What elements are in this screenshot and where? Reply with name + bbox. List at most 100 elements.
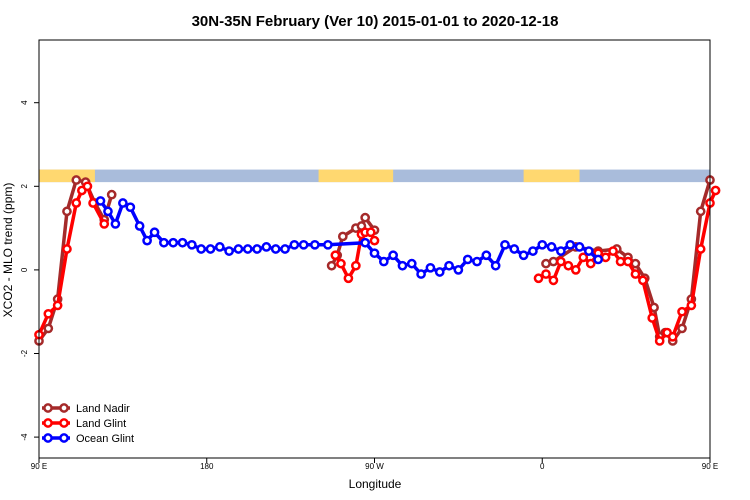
y-axis-label: XCO2 - MLO trend (ppm) xyxy=(1,183,15,318)
legend-swatch-marker xyxy=(43,433,53,443)
data-point xyxy=(233,244,244,254)
data-point xyxy=(110,219,121,229)
y-tick-label: 2 xyxy=(20,184,29,189)
data-point xyxy=(270,244,281,254)
data-point xyxy=(224,246,234,256)
legend-swatch-marker xyxy=(43,418,53,428)
data-point xyxy=(608,246,618,256)
data-point xyxy=(71,175,82,185)
data-point xyxy=(118,198,128,208)
legend-swatch-marker xyxy=(59,403,69,413)
legend-label: Ocean Glint xyxy=(76,433,134,445)
data-point xyxy=(298,239,309,250)
data-point xyxy=(541,269,551,279)
data-point xyxy=(600,252,611,263)
legend-swatch-marker xyxy=(43,403,53,413)
data-point xyxy=(62,244,72,254)
data-point xyxy=(323,239,333,250)
data-point xyxy=(134,221,145,231)
series-line xyxy=(99,199,600,276)
data-point xyxy=(509,244,520,254)
data-point xyxy=(654,336,665,346)
data-point xyxy=(360,212,371,223)
data-point xyxy=(186,239,197,250)
data-point xyxy=(548,256,559,267)
x-tick-label: 90 E xyxy=(702,462,718,471)
series-land-nadir xyxy=(34,175,715,346)
data-point xyxy=(677,323,687,334)
data-point xyxy=(388,250,398,261)
data-point xyxy=(556,256,566,267)
data-point xyxy=(369,235,380,246)
data-point xyxy=(695,206,706,217)
data-point xyxy=(416,269,426,279)
data-point xyxy=(585,258,596,269)
data-point xyxy=(686,300,697,311)
land-strip-segment xyxy=(523,169,580,183)
legend: Land Nadir Land Glint Ocean Glint xyxy=(42,403,134,445)
data-point xyxy=(142,235,152,246)
data-point xyxy=(252,244,262,254)
data-point xyxy=(638,275,648,286)
data-point xyxy=(177,237,188,248)
data-point xyxy=(533,273,544,284)
data-point xyxy=(583,246,594,256)
data-point xyxy=(630,269,641,279)
data-point xyxy=(125,202,136,213)
data-point xyxy=(71,198,82,208)
data-point xyxy=(623,256,633,267)
y-tick-label: -2 xyxy=(20,349,29,357)
data-point xyxy=(261,242,272,252)
data-point xyxy=(205,244,216,254)
data-point xyxy=(434,267,445,277)
data-point xyxy=(343,273,354,284)
data-point xyxy=(546,242,557,252)
data-point xyxy=(548,275,559,286)
data-point xyxy=(667,331,678,342)
data-point xyxy=(472,256,482,267)
data-point xyxy=(593,254,604,265)
data-point xyxy=(336,258,346,269)
data-point xyxy=(242,244,253,254)
data-point xyxy=(88,198,98,208)
data-point xyxy=(630,258,641,269)
data-point xyxy=(43,323,54,334)
data-point xyxy=(196,244,207,254)
data-point xyxy=(406,258,417,269)
data-point xyxy=(615,256,626,267)
data-point xyxy=(556,246,566,256)
data-point xyxy=(541,258,551,269)
land-ocean-strip xyxy=(39,169,710,183)
data-point xyxy=(453,265,464,275)
data-point xyxy=(500,239,510,250)
x-axis: 90 E 180 90 W 0 90 E xyxy=(31,458,718,471)
data-point xyxy=(326,260,337,271)
data-point xyxy=(462,254,473,265)
data-point xyxy=(95,196,106,206)
data-point xyxy=(214,242,225,252)
data-point xyxy=(378,256,389,267)
data-point xyxy=(99,219,110,229)
series-layer xyxy=(34,175,721,346)
data-point xyxy=(159,237,169,248)
data-point xyxy=(52,300,63,311)
data-point xyxy=(62,206,72,217)
data-point xyxy=(369,248,380,259)
y-tick-label: 0 xyxy=(20,267,29,272)
y-axis: -4 -2 0 2 4 xyxy=(20,100,39,441)
data-point xyxy=(168,237,179,248)
x-tick-label: 0 xyxy=(540,462,545,471)
data-point xyxy=(490,260,501,271)
data-point xyxy=(351,260,361,271)
data-point xyxy=(289,239,300,250)
x-axis-label: Longitude xyxy=(349,477,402,491)
data-point xyxy=(565,239,576,250)
data-point xyxy=(574,242,585,252)
data-point xyxy=(43,308,54,319)
chart-title: 30N-35N February (Ver 10) 2015-01-01 to … xyxy=(192,13,559,30)
data-point xyxy=(528,246,538,256)
x-tick-label: 180 xyxy=(200,462,214,471)
data-point xyxy=(570,265,581,275)
data-point xyxy=(425,262,436,273)
